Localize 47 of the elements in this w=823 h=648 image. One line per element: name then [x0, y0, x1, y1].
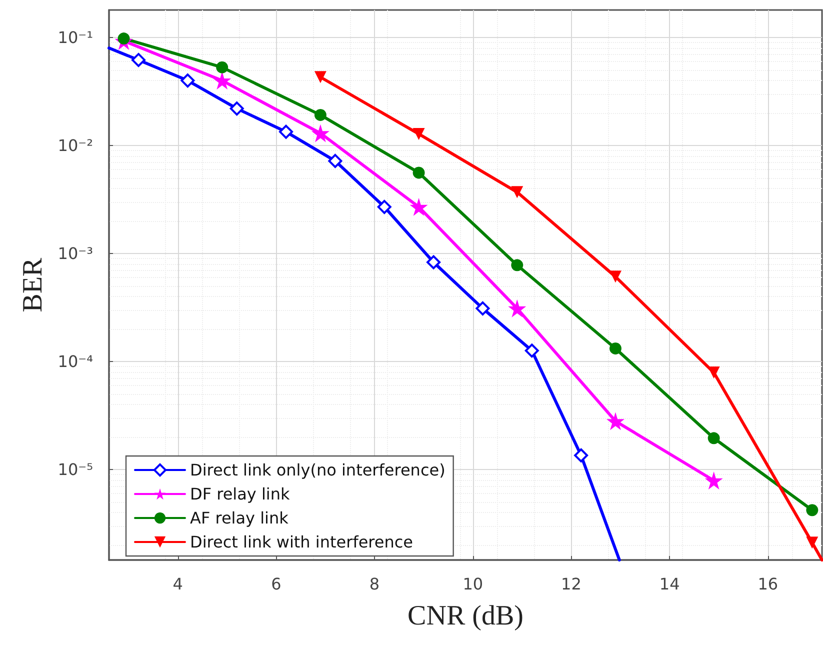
x-axis-title: CNR (dB) — [408, 600, 524, 632]
point — [704, 472, 723, 490]
point — [377, 200, 392, 214]
x-tick-label: 4 — [172, 574, 183, 594]
point — [426, 255, 441, 270]
line-series — [108, 46, 621, 562]
point — [412, 128, 425, 140]
point — [180, 74, 195, 88]
point — [511, 259, 524, 272]
point — [412, 166, 425, 179]
y-axis-title: BER — [17, 257, 48, 312]
point — [609, 342, 622, 354]
legend-label: Direct link with interference — [190, 532, 414, 552]
x-tick-label: 14 — [659, 574, 680, 594]
point — [410, 198, 428, 216]
point — [230, 102, 244, 116]
point — [132, 52, 146, 67]
y-tick-label: 10⁻⁴ — [58, 352, 93, 371]
point — [314, 71, 326, 84]
x-tick-label: 16 — [758, 574, 778, 594]
point — [574, 448, 588, 462]
point — [213, 72, 232, 90]
point — [311, 124, 330, 142]
point — [511, 186, 524, 198]
point — [806, 504, 818, 516]
point — [508, 299, 526, 318]
point — [476, 301, 490, 316]
point — [524, 344, 539, 358]
point — [279, 124, 294, 139]
point — [328, 154, 342, 168]
y-tick-label: 10⁻⁵ — [58, 460, 93, 479]
x-tick-label: 12 — [561, 574, 582, 594]
x-tick-label: 8 — [369, 574, 380, 594]
legend-label: DF relay link — [190, 484, 291, 504]
legend-label: Direct link only(no interference) — [190, 460, 446, 480]
y-tick-label: 10⁻³ — [58, 244, 93, 264]
point — [708, 432, 720, 444]
point — [806, 536, 818, 549]
x-tick-label: 10 — [462, 574, 484, 594]
point — [216, 61, 228, 74]
y-tick-label: 10⁻¹ — [58, 28, 93, 48]
y-tick-label: 10⁻² — [58, 136, 93, 156]
legend-label: AF relay link — [190, 508, 290, 528]
point — [606, 412, 624, 430]
point — [314, 108, 326, 121]
point — [609, 270, 622, 283]
x-tick-label: 6 — [271, 574, 282, 594]
